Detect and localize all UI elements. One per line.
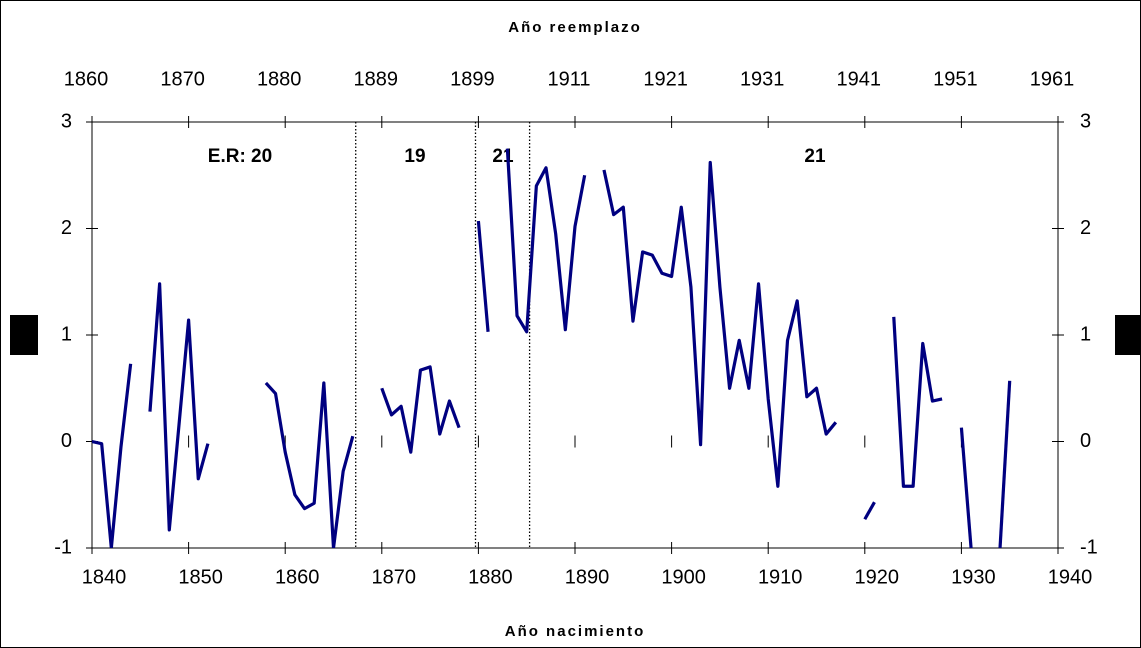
data-line (998, 380, 1012, 548)
x-tick-label: 1890 (565, 566, 610, 588)
y2-tick-label: 3 (1080, 110, 1091, 132)
top-tick-label: 1860 (64, 68, 109, 90)
data-line (959, 427, 973, 548)
top-axis-title: Año reemplazo (508, 19, 642, 36)
x-tick-label: 1910 (758, 566, 803, 588)
x-axis-title: Año nacimiento (505, 623, 646, 640)
x-tick-label: 1840 (82, 566, 127, 588)
y2-tick-label: -1 (1080, 536, 1098, 558)
y2-tick-label: 1 (1080, 323, 1091, 345)
annotation: 21 (804, 146, 826, 167)
x-tick-label: 1940 (1048, 566, 1093, 588)
y-tick-label: 1 (61, 323, 72, 345)
data-line (380, 365, 461, 454)
top-tick-label: 1961 (1030, 68, 1075, 90)
top-tick-label: 1941 (837, 68, 882, 90)
y-tick-label: -1 (54, 536, 72, 558)
x-tick-label: 1900 (661, 566, 706, 588)
top-tick-label: 1911 (547, 68, 590, 90)
x-tick-label: 1920 (855, 566, 900, 588)
y-tick-label: 3 (61, 110, 72, 132)
x-tick-label: 1880 (468, 566, 513, 588)
data-line (476, 220, 490, 332)
data-line (92, 363, 133, 548)
y2-tick-label: 2 (1080, 217, 1091, 239)
top-tick-label: 1931 (740, 68, 785, 90)
data-line (148, 282, 210, 532)
data-line (264, 381, 355, 548)
top-tick-label: 1889 (354, 68, 399, 90)
x-tick-label: 1870 (372, 566, 417, 588)
x-tick-label: 1850 (178, 566, 223, 588)
top-tick-label: 1880 (257, 68, 302, 90)
top-tick-label: 1921 (643, 68, 688, 90)
annotation: E.R: 20 (208, 146, 272, 167)
x-tick-label: 1930 (951, 566, 996, 588)
data-line (602, 160, 838, 488)
redacted-label (1115, 315, 1141, 355)
data-line (892, 316, 943, 488)
data-line (863, 501, 876, 521)
annotation: 19 (404, 146, 425, 167)
top-tick-label: 1951 (933, 68, 978, 90)
y-tick-label: 0 (61, 430, 72, 452)
x-tick-label: 1860 (275, 566, 320, 588)
redacted-label (10, 315, 38, 355)
y-tick-label: 2 (61, 217, 72, 239)
top-tick-label: 1899 (450, 68, 495, 90)
data-line (505, 148, 587, 334)
annotation: 21 (492, 146, 514, 167)
y2-tick-label: 0 (1080, 430, 1091, 452)
top-tick-label: 1870 (160, 68, 205, 90)
